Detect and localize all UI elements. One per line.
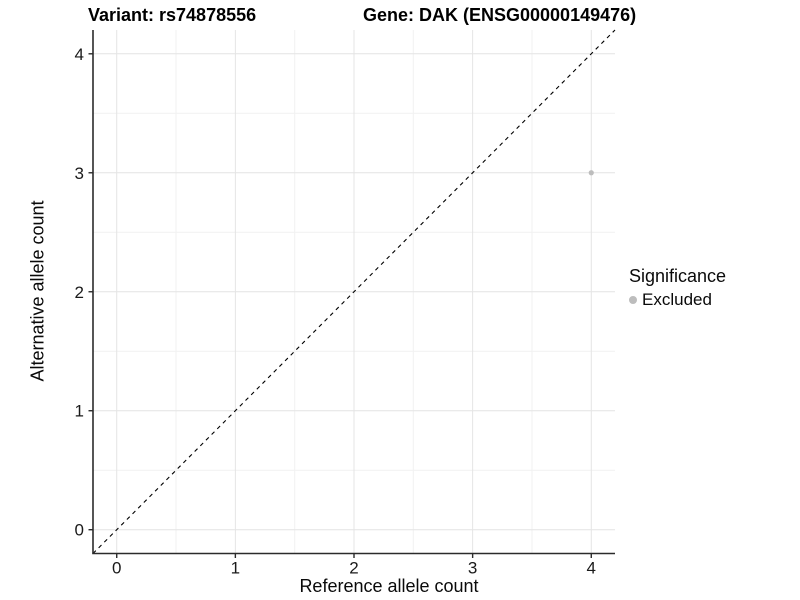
legend-item-excluded: Excluded [629, 290, 726, 310]
y-tick-label: 3 [75, 164, 84, 183]
x-tick-label: 4 [587, 559, 596, 578]
y-tick-label: 1 [75, 402, 84, 421]
x-axis-title: Reference allele count [299, 576, 479, 596]
legend-point-icon [629, 296, 637, 304]
plot-title-gene: Gene: DAK (ENSG00000149476) [363, 5, 637, 25]
y-tick-label: 2 [75, 283, 84, 302]
x-tick-label: 0 [112, 559, 121, 578]
y-axis-title: Alternative allele count [27, 200, 48, 382]
data-point [588, 170, 594, 176]
y-tick-label: 4 [75, 45, 84, 64]
identity-dashed-line [92, 29, 616, 554]
legend-title: Significance [629, 266, 727, 286]
plot-title-variant: Variant: rs74878556 [88, 5, 257, 25]
x-tick-label: 2 [349, 559, 358, 578]
y-tick-label: 0 [75, 521, 84, 540]
legend: Significance Excluded [629, 266, 726, 310]
legend-item-label: Excluded [642, 290, 712, 309]
x-tick-label: 1 [231, 559, 240, 578]
x-tick-label: 3 [468, 559, 477, 578]
